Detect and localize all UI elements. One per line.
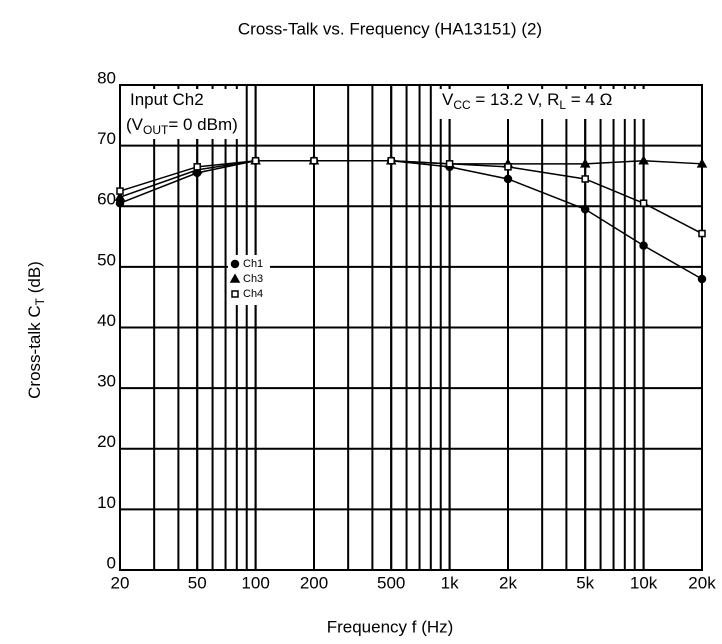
text-part: T (33, 297, 47, 305)
text-part: = 0 dBm) (168, 115, 237, 134)
x-tick-label: 20k (688, 573, 716, 592)
text-part: OUT (143, 123, 169, 137)
x-tick-label: 5k (576, 573, 594, 592)
legend-marker (229, 273, 241, 283)
text-part: (V (126, 115, 144, 134)
annotation: VCC = 13.2 V, RL = 4 Ω (442, 90, 612, 112)
annotation-box (436, 89, 698, 119)
text-part: V (442, 90, 454, 109)
x-tick-label: 200 (300, 573, 328, 592)
text-part: L (559, 98, 566, 112)
x-tick-label: 2k (499, 573, 517, 592)
marker (114, 191, 126, 201)
annotation: Input Ch2 (130, 90, 204, 109)
marker (638, 155, 649, 165)
marker (698, 229, 706, 238)
legend-marker (231, 290, 239, 298)
marker (504, 163, 512, 171)
x-tick-label: 100 (241, 573, 269, 592)
text-part: CC (453, 98, 471, 112)
x-tick-label: 20 (111, 573, 130, 592)
chart-title: Cross-Talk vs. Frequency (HA13151) (2) (238, 19, 542, 38)
y-tick-label: 80 (97, 68, 116, 87)
x-tick-label: 500 (377, 573, 405, 592)
y-tick-label: 70 (97, 129, 116, 148)
x-tick-label: 1k (441, 573, 459, 592)
marker (116, 187, 124, 195)
text-part: Input Ch2 (130, 90, 204, 109)
y-tick-label: 10 (97, 493, 116, 512)
text-part: (dB) (25, 261, 44, 298)
text-part: = 13.2 V, R (471, 90, 560, 109)
marker (580, 205, 590, 214)
plot-frame (119, 84, 703, 571)
legend-label: Ch4 (243, 288, 263, 300)
y-tick-label: 50 (97, 250, 116, 269)
annotation-box (124, 89, 240, 139)
marker (251, 157, 260, 165)
x-tick-label: 10k (630, 573, 658, 592)
y-tick-label: 30 (97, 372, 116, 391)
series-line (119, 160, 703, 280)
marker (387, 157, 395, 165)
y-tick-label: 0 (107, 553, 116, 572)
y-tick-label: 40 (97, 311, 116, 330)
x-tick-label: 50 (188, 573, 207, 592)
marker (445, 160, 454, 168)
legend-label: Ch1 (243, 258, 263, 270)
marker (503, 174, 513, 184)
marker (639, 199, 648, 207)
series-line (119, 160, 703, 235)
legend-label: Ch3 (243, 273, 263, 285)
text-part: = 4 Ω (566, 90, 612, 109)
marker (696, 158, 708, 168)
marker (697, 274, 707, 284)
y-tick-label: 60 (97, 190, 116, 209)
x-axis-label: Frequency f (Hz) (327, 617, 454, 636)
y-tick-label: 20 (97, 432, 116, 451)
annotation: (VOUT= 0 dBm) (126, 115, 238, 137)
marker (193, 163, 201, 171)
marker (579, 158, 591, 168)
legend-marker (230, 259, 240, 269)
marker (310, 157, 318, 165)
y-axis-label: Cross-talk CT (dB) (25, 261, 47, 399)
marker (581, 175, 589, 183)
marker (639, 241, 648, 250)
text-part: Cross-talk C (25, 305, 44, 399)
